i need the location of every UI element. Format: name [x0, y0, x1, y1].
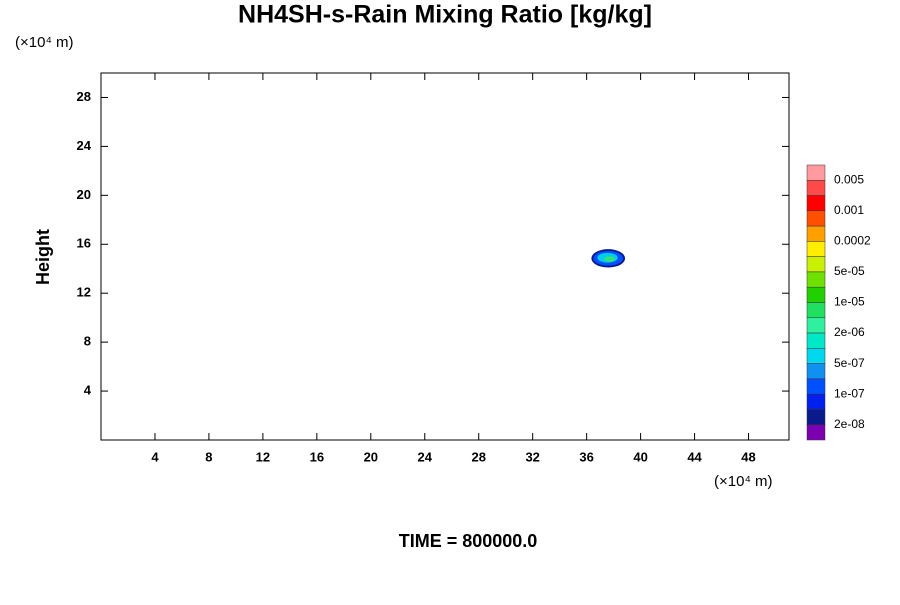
colorbar-swatch: [806, 164, 826, 181]
colorbar-swatch: [806, 241, 826, 257]
x-tick-label: 40: [633, 449, 647, 464]
x-tick-label: 16: [310, 449, 324, 464]
y-unit: (×10⁴ m): [15, 34, 74, 51]
colorbar-swatch: [806, 363, 826, 380]
colorbar-swatch: [806, 409, 826, 425]
colorbar-label: 2e-08: [834, 417, 865, 431]
colorbar-swatch: [806, 302, 826, 319]
colorbar-label: 1e-05: [834, 295, 865, 309]
x-tick-label: 48: [741, 449, 755, 464]
colorbar-swatch: [806, 180, 826, 196]
colorbar-swatch: [806, 271, 826, 288]
y-tick-label: 28: [77, 89, 91, 104]
x-tick-label: 36: [579, 449, 593, 464]
x-tick-label: 12: [256, 449, 270, 464]
colorbar-label: 5e-07: [834, 356, 865, 370]
x-unit: (×10⁴ m): [714, 473, 773, 490]
y-tick-label: 20: [77, 187, 91, 202]
x-tick-label: 32: [525, 449, 539, 464]
x-tick-label: 24: [418, 449, 433, 464]
chart-title: NH4SH-s-Rain Mixing Ratio [kg/kg]: [238, 1, 652, 29]
y-tick-label: 8: [84, 334, 91, 349]
colorbar-swatch: [806, 195, 826, 212]
colorbar-swatch: [806, 210, 826, 227]
time-label: TIME = 800000.0: [399, 531, 538, 551]
x-tick-label: 4: [151, 449, 159, 464]
colorbar-swatch: [806, 332, 826, 349]
plot-frame: [100, 72, 790, 441]
y-tick-label: 12: [77, 285, 91, 300]
y-tick-label: 24: [77, 138, 92, 153]
colorbar-label: 1e-07: [834, 386, 865, 400]
x-tick-label: 28: [471, 449, 485, 464]
y-tick-label: 16: [77, 236, 91, 251]
y-tick-label: 4: [84, 383, 92, 398]
colorbar-label: 2e-06: [834, 325, 865, 339]
colorbar-swatch: [806, 393, 826, 410]
colorbar-label: 0.005: [834, 172, 864, 186]
colorbar-label: 5e-05: [834, 264, 865, 278]
colorbar-label: 0.001: [834, 203, 864, 217]
colorbar-swatch: [806, 317, 826, 334]
contour-region: [604, 256, 615, 262]
colorbar-swatch: [806, 286, 826, 303]
colorbar-label: 0.0002: [834, 234, 871, 248]
colorbar-swatch: [806, 424, 826, 441]
x-tick-label: 20: [364, 449, 378, 464]
colorbar-swatch: [806, 378, 826, 395]
colorbar-swatch: [806, 225, 826, 242]
x-tick-label: 8: [205, 449, 212, 464]
y-axis-label: Height: [33, 229, 53, 285]
x-tick-label: 44: [687, 449, 702, 464]
colorbar-swatch: [806, 256, 826, 273]
colorbar-swatch: [806, 348, 826, 364]
